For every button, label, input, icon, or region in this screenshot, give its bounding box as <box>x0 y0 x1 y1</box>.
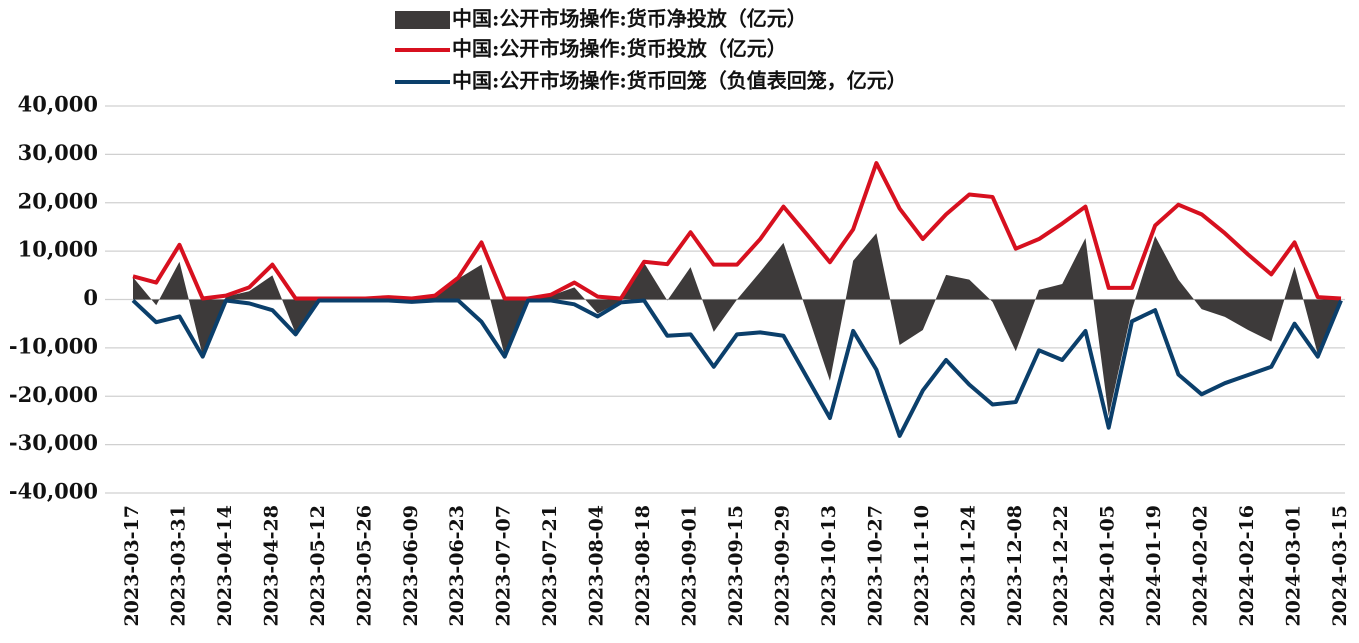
y-tick-label: -20,000 <box>9 382 98 407</box>
y-tick-label: 10,000 <box>18 237 98 262</box>
x-tick-label: 2024-02-02 <box>1190 505 1212 627</box>
x-tick-label: 2023-09-15 <box>725 505 747 627</box>
y-tick-label: 40,000 <box>18 92 98 117</box>
x-tick-label: 2023-05-26 <box>353 505 375 627</box>
y-tick-label: 0 <box>83 285 98 310</box>
x-tick-label: 2024-02-16 <box>1236 505 1258 627</box>
legend-swatch <box>395 11 450 29</box>
x-tick-label: 2024-01-19 <box>1143 505 1165 627</box>
x-tick-label: 2023-10-13 <box>818 505 840 627</box>
net-area <box>133 233 1341 417</box>
y-tick-label: 20,000 <box>18 188 98 213</box>
x-tick-label: 2023-08-04 <box>586 505 608 627</box>
x-tick-label: 2023-07-07 <box>493 505 515 627</box>
legend-label: 中国:公开市场操作:货币回笼（负值表回笼，亿元） <box>452 69 907 93</box>
x-tick-label: 2023-06-09 <box>400 505 422 627</box>
x-tick-label: 2023-11-10 <box>911 505 933 627</box>
legend-label: 中国:公开市场操作:货币投放（亿元） <box>452 37 787 61</box>
legend-label: 中国:公开市场操作:货币净投放（亿元） <box>452 7 807 31</box>
x-tick-label: 2023-08-18 <box>632 505 654 627</box>
x-tick-label: 2023-11-24 <box>957 505 979 627</box>
x-tick-label: 2023-04-14 <box>214 505 236 627</box>
y-tick-label: -40,000 <box>9 479 98 504</box>
x-tick-label: 2024-01-05 <box>1097 505 1119 627</box>
x-tick-label: 2023-10-27 <box>864 505 886 627</box>
x-tick-label: 2023-09-29 <box>771 505 793 627</box>
series-line <box>131 298 1343 438</box>
x-tick-label: 2023-05-12 <box>307 505 329 627</box>
x-tick-label: 2024-03-01 <box>1283 505 1305 627</box>
x-tick-label: 2023-12-08 <box>1004 505 1026 627</box>
x-tick-label: 2023-03-31 <box>167 505 189 627</box>
x-tick-label: 2023-12-22 <box>1050 505 1072 627</box>
y-tick-label: -10,000 <box>9 333 98 358</box>
x-tick-label: 2023-03-17 <box>121 505 143 627</box>
x-tick-label: 2023-09-01 <box>679 505 701 627</box>
y-tick-label: 30,000 <box>18 140 98 165</box>
x-tick-label: 2023-06-23 <box>446 505 468 627</box>
y-tick-label: -30,000 <box>9 430 98 455</box>
x-tick-label: 2023-04-28 <box>260 505 282 627</box>
x-tick-label: 2024-03-15 <box>1329 505 1351 627</box>
x-tick-label: 2023-07-21 <box>539 505 561 627</box>
